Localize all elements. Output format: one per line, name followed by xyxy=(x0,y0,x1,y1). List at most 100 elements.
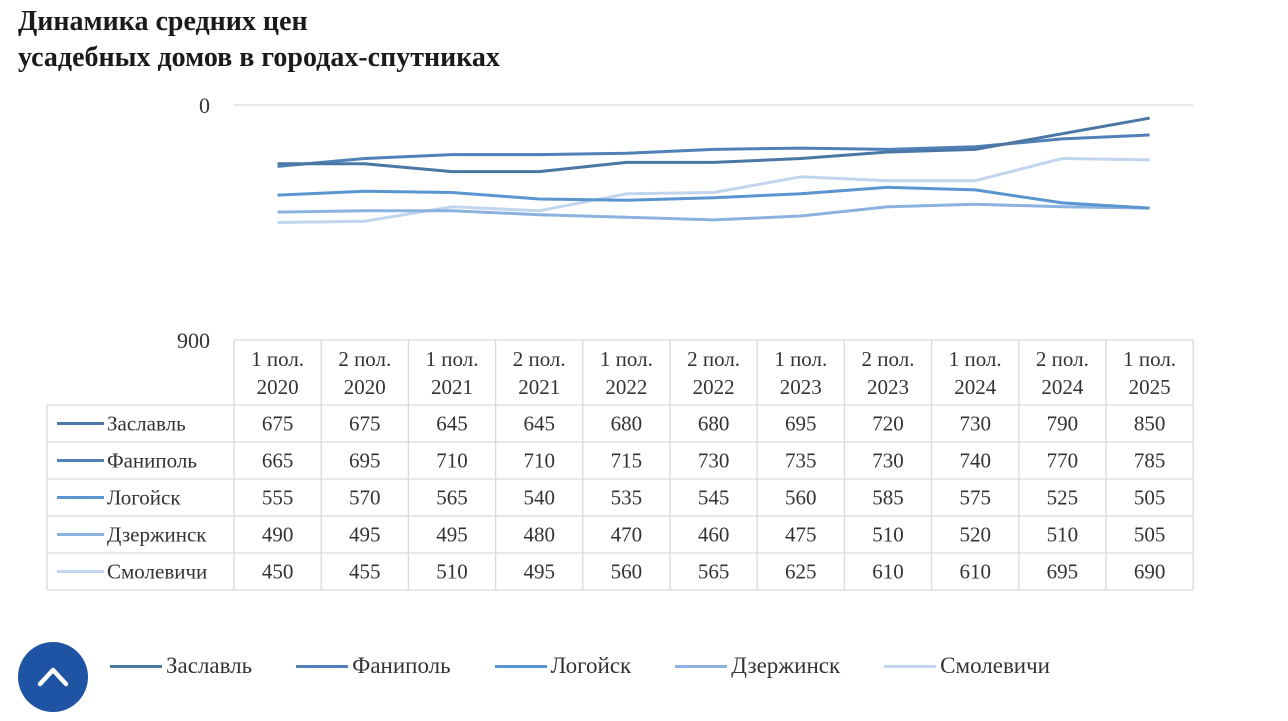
data-label: 610 xyxy=(959,560,991,584)
scroll-top-button[interactable] xyxy=(18,642,88,712)
legend-entry: Логойск xyxy=(494,653,632,679)
chart-title-line-1: Динамика средних цен xyxy=(18,6,308,37)
legend-entry: Смолевичи xyxy=(884,653,1050,679)
legend-line-key xyxy=(494,664,547,668)
data-label: 545 xyxy=(698,486,730,510)
data-label: 510 xyxy=(872,523,904,547)
x-tick-label-year: 2024 xyxy=(1041,375,1084,399)
data-label: 505 xyxy=(1134,523,1166,547)
x-tick-label-half: 1 пол. xyxy=(1123,347,1176,371)
x-tick-label-year: 2021 xyxy=(431,375,473,399)
data-label: 690 xyxy=(1134,560,1166,584)
chart-series-lines xyxy=(277,116,1150,224)
data-label: 770 xyxy=(1047,449,1079,473)
data-label: 695 xyxy=(349,449,381,473)
legend-entry: Фаниполь xyxy=(296,653,451,679)
data-label: 555 xyxy=(262,486,294,510)
legend-label: Дзержинск xyxy=(731,653,841,678)
data-label: 710 xyxy=(436,449,468,473)
legend-label: Фаниполь xyxy=(352,653,451,678)
data-label: 505 xyxy=(1134,486,1166,510)
data-label: 610 xyxy=(872,560,904,584)
data-label: 510 xyxy=(436,560,468,584)
data-label: 495 xyxy=(523,560,555,584)
data-label: 785 xyxy=(1134,449,1166,473)
data-label: 455 xyxy=(349,560,381,584)
data-label: 645 xyxy=(436,412,468,436)
data-label: 730 xyxy=(872,449,904,473)
x-tick-label-half: 1 пол. xyxy=(949,347,1002,371)
data-label: 565 xyxy=(698,560,730,584)
series-line xyxy=(277,202,1150,222)
x-tick-label-year: 2024 xyxy=(954,375,997,399)
legend-entry: Дзержинск xyxy=(675,653,840,679)
x-tick-label-half: 2 пол. xyxy=(862,347,915,371)
legend-line-key xyxy=(884,664,937,668)
table-series-name: Заславль xyxy=(107,412,186,436)
y-tick-label: 900 xyxy=(177,328,210,353)
table-series-name: Смолевичи xyxy=(107,560,207,584)
data-label: 560 xyxy=(785,486,817,510)
x-tick-label-year: 2021 xyxy=(518,375,560,399)
data-label: 790 xyxy=(1047,412,1079,436)
data-label: 675 xyxy=(349,412,381,436)
table-series-name: Дзержинск xyxy=(107,523,207,547)
data-label: 490 xyxy=(262,523,294,547)
data-label: 570 xyxy=(349,486,381,510)
data-label: 495 xyxy=(436,523,468,547)
data-label: 540 xyxy=(523,486,555,510)
data-label: 565 xyxy=(436,486,468,510)
data-label: 520 xyxy=(959,523,991,547)
x-tick-label-half: 2 пол. xyxy=(513,347,566,371)
legend-label: Смолевичи xyxy=(940,653,1050,678)
data-label: 730 xyxy=(959,412,991,436)
data-label: 720 xyxy=(872,412,904,436)
chevron-up-icon xyxy=(37,667,69,687)
legend-line-key xyxy=(110,664,162,668)
data-label: 730 xyxy=(698,449,730,473)
legend-line-key xyxy=(675,664,728,668)
x-tick-label-half: 1 пол. xyxy=(774,347,827,371)
x-tick-label-half: 2 пол. xyxy=(687,347,740,371)
data-label: 680 xyxy=(698,412,730,436)
x-tick-label-year: 2023 xyxy=(867,375,909,399)
data-label: 740 xyxy=(959,449,991,473)
data-label: 525 xyxy=(1047,486,1079,510)
data-label: 735 xyxy=(785,449,817,473)
data-label: 535 xyxy=(611,486,643,510)
x-tick-label-year: 2023 xyxy=(780,375,822,399)
x-tick-label-half: 2 пол. xyxy=(338,347,391,371)
data-label: 680 xyxy=(611,412,643,436)
chart-legend: Заславль Фаниполь Логойск Дзержинск Смолевич… xyxy=(110,648,1094,684)
data-label: 560 xyxy=(611,560,643,584)
data-label: 460 xyxy=(698,523,730,547)
data-label: 695 xyxy=(785,412,817,436)
x-tick-label-year: 2020 xyxy=(257,375,299,399)
table-series-name: Фаниполь xyxy=(107,449,197,473)
series-line xyxy=(277,185,1150,210)
chart-title-line-2: усадебных домов в городах-спутниках xyxy=(18,42,500,73)
data-label: 450 xyxy=(262,560,294,584)
x-tick-label-half: 1 пол. xyxy=(251,347,304,371)
data-label: 475 xyxy=(785,523,817,547)
y-tick-label: 0 xyxy=(199,93,210,118)
legend-label: Заславль xyxy=(166,653,253,678)
data-label: 665 xyxy=(262,449,294,473)
data-label: 510 xyxy=(1047,523,1079,547)
data-label: 645 xyxy=(523,412,555,436)
data-label: 480 xyxy=(523,523,555,547)
data-label: 495 xyxy=(349,523,381,547)
data-label: 850 xyxy=(1134,412,1166,436)
data-label: 585 xyxy=(872,486,904,510)
data-label: 470 xyxy=(611,523,643,547)
legend-line-key xyxy=(296,664,349,668)
x-tick-label-half: 1 пол. xyxy=(600,347,653,371)
data-label: 625 xyxy=(785,560,817,584)
data-table: 1 пол. 2020 2 пол. 2020 1 пол. 2021 2 пол. 2021… xyxy=(46,339,1194,591)
chart-title: Динамика средних цен усадебных домов в г… xyxy=(18,4,500,76)
data-label: 715 xyxy=(611,449,643,473)
x-tick-label-year: 2022 xyxy=(605,375,647,399)
legend-label: Логойск xyxy=(550,653,632,678)
x-tick-label-year: 2025 xyxy=(1129,375,1171,399)
